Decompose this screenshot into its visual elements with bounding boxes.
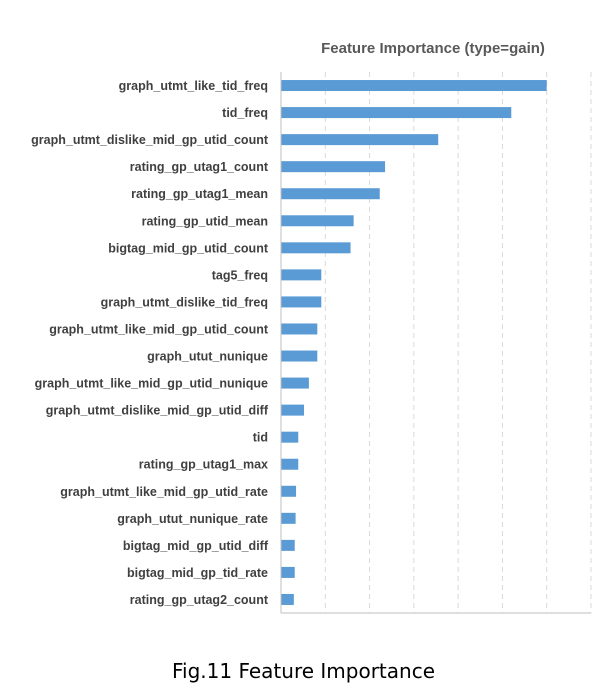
figure-caption: Fig.11 Feature Importance xyxy=(171,659,435,683)
category-label: graph_utmt_like_mid_gp_utid_nunique xyxy=(35,377,268,391)
category-label: rating_gp_utag1_mean xyxy=(131,187,268,201)
category-label: graph_utmt_dislike_mid_gp_utid_count xyxy=(31,133,269,147)
bar xyxy=(281,107,512,119)
bar xyxy=(281,242,351,254)
category-label: rating_gp_utag1_max xyxy=(139,458,268,472)
category-label: graph_utmt_dislike_mid_gp_utid_diff xyxy=(46,404,269,418)
category-label: rating_gp_utag2_count xyxy=(130,593,269,607)
bar xyxy=(281,215,354,227)
bar xyxy=(281,80,547,92)
bar xyxy=(281,296,322,308)
bar xyxy=(281,269,322,281)
category-label: graph_utmt_like_mid_gp_utid_rate xyxy=(60,485,268,499)
bar xyxy=(281,161,386,173)
category-label: graph_utut_nunique xyxy=(147,350,268,364)
chart: Feature Importance (type=gain) graph_utm… xyxy=(31,40,592,614)
axes xyxy=(280,72,591,614)
bar xyxy=(281,134,439,146)
category-label: bigtag_mid_gp_utid_count xyxy=(108,241,269,255)
bar xyxy=(281,593,294,605)
gridlines xyxy=(324,72,592,613)
category-labels: graph_utmt_like_tid_freq tid_freq graph_ut… xyxy=(31,79,269,607)
category-label: bigtag_mid_gp_tid_rate xyxy=(127,566,268,580)
bar xyxy=(281,188,380,200)
category-label: rating_gp_utid_mean xyxy=(142,214,268,228)
bar xyxy=(281,458,299,470)
bar xyxy=(281,323,318,335)
category-label: graph_utmt_dislike_tid_freq xyxy=(101,295,268,309)
category-label: graph_utmt_like_mid_gp_utid_count xyxy=(49,322,269,336)
category-label: bigtag_mid_gp_utid_diff xyxy=(123,539,269,553)
bar xyxy=(281,404,305,416)
bar xyxy=(281,566,295,578)
bar xyxy=(281,350,318,362)
feature-importance-chart: Feature Importance (type=gain) graph_utm… xyxy=(31,40,592,614)
category-label: tid xyxy=(253,431,268,445)
category-label: graph_utmt_like_tid_freq xyxy=(119,79,268,93)
bar xyxy=(281,539,295,551)
category-label: rating_gp_utag1_count xyxy=(130,160,269,174)
bar xyxy=(281,431,299,443)
category-label: tid_freq xyxy=(222,106,268,120)
bar xyxy=(281,512,296,524)
category-label: graph_utut_nunique_rate xyxy=(117,512,268,526)
bar xyxy=(281,377,309,389)
category-label: tag5_freq xyxy=(212,268,268,282)
bars xyxy=(281,80,547,605)
bar xyxy=(281,485,297,497)
chart-title: Feature Importance (type=gain) xyxy=(321,40,545,57)
